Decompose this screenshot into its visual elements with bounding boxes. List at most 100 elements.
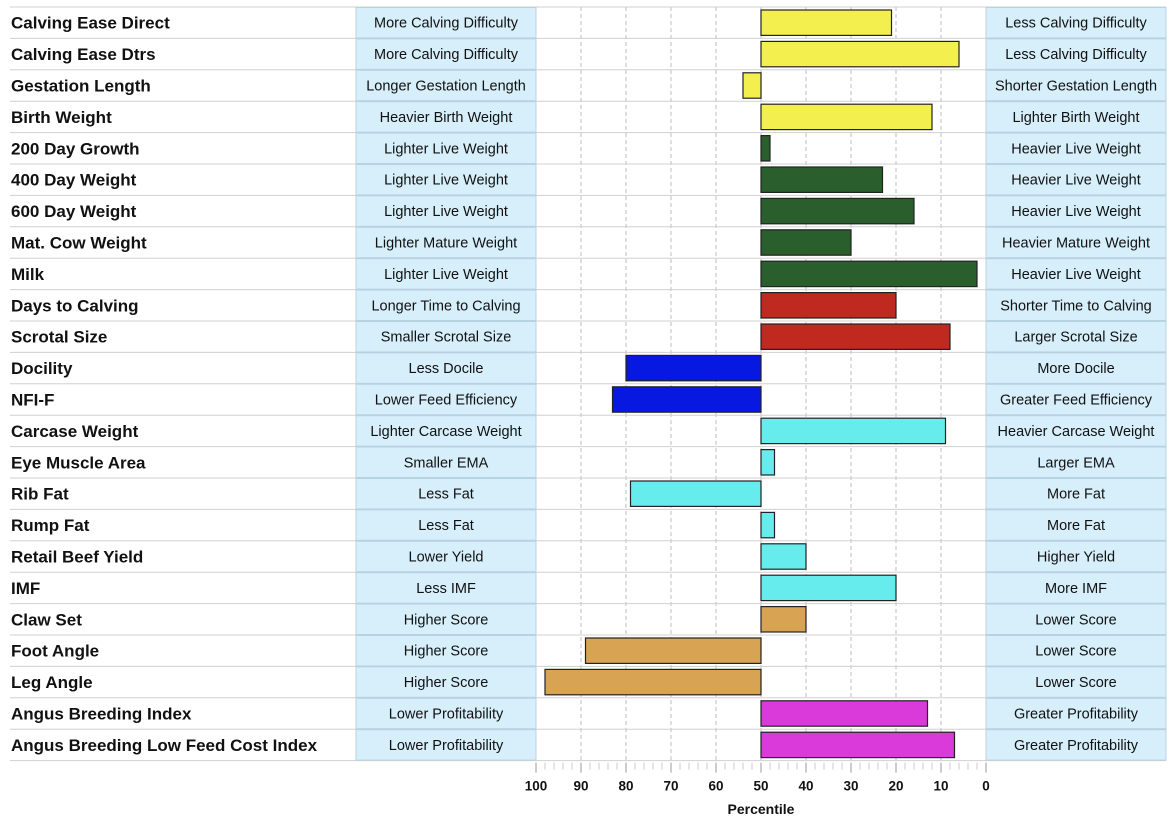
left-label-box <box>355 446 537 479</box>
right-label-box <box>985 352 1167 384</box>
left-label-box <box>355 666 537 698</box>
chart-row: 400 Day Weight Lighter Live Weight Heavier… <box>10 164 1167 196</box>
left-label: Less Fat <box>418 487 474 503</box>
chart-row: Birth Weight Heavier Birth Weight Lighter … <box>10 101 1167 134</box>
right-label: Larger EMA <box>1037 455 1115 471</box>
left-label: Lower Profitability <box>389 738 504 754</box>
left-label: Less Fat <box>418 518 474 534</box>
left-label-box <box>355 729 537 761</box>
trait-label: 200 Day Growth <box>11 139 140 158</box>
tick-label: 70 <box>663 779 678 794</box>
right-label: Heavier Live Weight <box>1011 267 1141 283</box>
chart-row: Retail Beef Yield Lower Yield Higher Yield <box>10 540 1167 573</box>
bar <box>760 292 897 319</box>
chart-rows: Calving Ease Direct More Calving Difficul… <box>10 6 1167 762</box>
right-label-box <box>985 572 1167 604</box>
tick-label: 40 <box>798 779 813 794</box>
left-label: Lower Profitability <box>389 707 504 723</box>
chart-row: Calving Ease Dtrs More Calving Difficulty… <box>10 38 1167 71</box>
left-label: Lighter Carcase Weight <box>370 424 521 440</box>
tick-label: 60 <box>708 779 723 794</box>
left-label: Higher Score <box>404 675 489 691</box>
chart-row: Leg Angle Higher Score Lower Score <box>10 666 1167 699</box>
bar <box>760 40 960 68</box>
left-label-box <box>355 195 537 227</box>
left-label: Heavier Birth Weight <box>380 110 513 126</box>
right-label-box <box>985 666 1167 698</box>
right-label-box <box>985 635 1167 667</box>
right-label: Heavier Live Weight <box>1011 204 1141 220</box>
bar <box>742 72 762 99</box>
bar <box>760 449 776 476</box>
right-label-box <box>985 697 1167 730</box>
bar <box>625 354 762 382</box>
right-label-box <box>985 729 1167 761</box>
bar <box>760 574 897 602</box>
chart-row: Milk Lighter Live Weight Heavier Live Weig… <box>10 258 1167 291</box>
bar <box>760 135 771 162</box>
chart-row: Eye Muscle Area Smaller EMA Larger EMA <box>10 446 1167 479</box>
bar <box>611 386 762 413</box>
chart-row: Foot Angle Higher Score Lower Score <box>10 635 1167 667</box>
right-label-box <box>985 321 1167 353</box>
right-label: Lower Score <box>1035 644 1116 660</box>
right-label-box <box>985 69 1167 102</box>
bar <box>760 229 852 256</box>
chart-row: Carcase Weight Lighter Carcase Weight Heav… <box>10 415 1167 448</box>
left-label: Lighter Live Weight <box>384 173 508 189</box>
chart-row: Calving Ease Direct More Calving Difficul… <box>10 6 1167 39</box>
left-label: More Calving Difficulty <box>374 16 519 32</box>
trait-label: Mat. Cow Weight <box>11 234 147 253</box>
left-label: Smaller Scrotal Size <box>381 330 512 346</box>
chart-row: Mat. Cow Weight Lighter Mature Weight Heav… <box>10 226 1167 259</box>
right-label-box <box>985 226 1167 259</box>
bar <box>760 103 933 131</box>
trait-label: Retail Beef Yield <box>11 548 143 567</box>
right-label: More Fat <box>1047 518 1105 534</box>
bar <box>760 323 951 350</box>
right-label-box <box>985 478 1167 510</box>
trait-label: Docility <box>11 359 73 378</box>
bar <box>760 700 929 727</box>
right-label-box <box>985 603 1167 635</box>
tick-label: 0 <box>982 779 990 794</box>
left-label: Lighter Mature Weight <box>375 236 517 252</box>
left-label-box <box>355 258 537 290</box>
chart-row: 600 Day Weight Lighter Live Weight Heavier… <box>10 195 1167 228</box>
trait-label: Foot Angle <box>11 642 99 661</box>
left-label-box <box>355 7 537 39</box>
right-label: Heavier Live Weight <box>1011 173 1141 189</box>
right-label: Greater Profitability <box>1014 738 1139 754</box>
right-label-box <box>985 289 1167 322</box>
right-label-box <box>985 101 1167 133</box>
trait-label: Rib Fat <box>11 485 69 504</box>
x-axis-title: Percentile <box>728 801 795 817</box>
trait-label: Leg Angle <box>11 673 93 692</box>
left-label-box <box>355 321 537 353</box>
trait-label: Calving Ease Dtrs <box>11 45 156 64</box>
left-label: Lower Feed Efficiency <box>375 393 518 409</box>
left-label: Smaller EMA <box>404 455 489 471</box>
trait-label: NFI-F <box>11 391 54 410</box>
left-label: More Calving Difficulty <box>374 47 519 63</box>
trait-label: Angus Breeding Index <box>11 705 192 724</box>
left-label: Longer Gestation Length <box>366 79 526 95</box>
bar <box>760 417 947 445</box>
bar <box>760 605 807 633</box>
right-label: Less Calving Difficulty <box>1005 16 1147 32</box>
right-label: Lighter Birth Weight <box>1012 110 1139 126</box>
right-label: More Fat <box>1047 487 1105 503</box>
trait-label: Birth Weight <box>11 108 112 127</box>
right-label-box <box>985 540 1167 573</box>
right-label: Heavier Mature Weight <box>1002 236 1150 252</box>
left-label: Lighter Live Weight <box>384 267 508 283</box>
chart-row: Angus Breeding Low Feed Cost Index Lower … <box>10 729 1167 762</box>
bar <box>760 543 807 570</box>
right-label-box <box>985 509 1167 541</box>
left-label: Higher Score <box>404 612 489 628</box>
right-label: Heavier Live Weight <box>1011 141 1141 157</box>
bar <box>760 260 978 288</box>
trait-label: Rump Fat <box>11 516 90 535</box>
chart-row: IMF Less IMF More IMF <box>10 572 1167 605</box>
right-label: Heavier Carcase Weight <box>998 424 1155 440</box>
